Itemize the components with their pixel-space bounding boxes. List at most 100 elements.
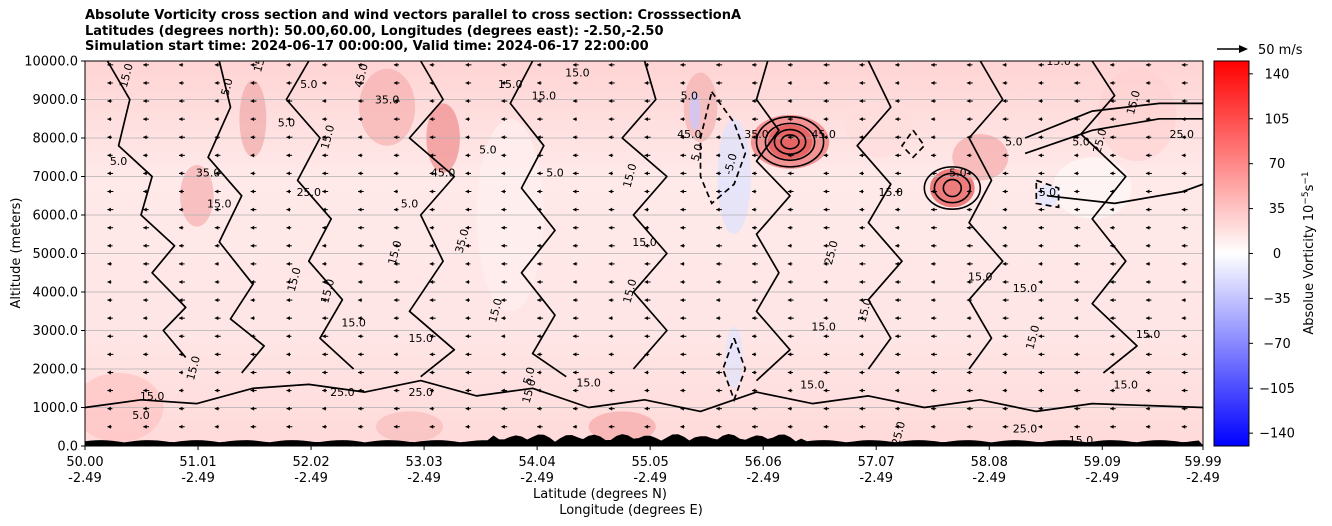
x-tick-label-lon: -2.49: [68, 471, 102, 486]
wind-vector-arrowhead-icon: [501, 62, 505, 67]
wind-vector-arrowhead-icon: [250, 334, 255, 339]
wind-vector-arrowhead-icon: [501, 406, 505, 411]
wind-vector-arrowhead-icon: [1145, 424, 1150, 429]
wind-vector-arrowhead-icon: [751, 370, 756, 375]
wind-vector-arrowhead-icon: [1002, 207, 1007, 212]
wind-vector-arrowhead-icon: [214, 135, 219, 140]
contour-line-negative: [721, 337, 747, 403]
wind-vector-arrowhead-icon: [751, 80, 756, 85]
wind-vector-arrowhead-icon: [859, 99, 863, 104]
wind-vector-arrowhead-icon: [966, 117, 971, 122]
contour-label: 15.0: [1136, 328, 1161, 341]
wind-vector-arrowhead-icon: [393, 62, 398, 67]
wind-vector-arrowhead-icon: [1110, 424, 1114, 429]
contour-line: [780, 134, 800, 150]
contour-label: 15.0: [1069, 434, 1094, 447]
wind-vector-arrowhead-icon: [537, 225, 541, 230]
y-tick-label: 9000.0: [33, 93, 79, 108]
y-axis-label: Altitude (meters): [9, 198, 24, 309]
contour-label: 45.0: [431, 167, 456, 180]
wind-vector-arrowhead-icon: [250, 135, 255, 140]
wind-vector-arrowhead-icon: [143, 80, 147, 85]
wind-vector-arrowhead-icon: [179, 424, 183, 429]
contour-label: 15.0: [800, 378, 825, 391]
wind-vector-arrowhead-icon: [1074, 62, 1078, 67]
wind-vector-arrowhead-icon: [1110, 189, 1114, 194]
quiver-key: 50 m/s: [1217, 43, 1303, 58]
wind-vector-arrowhead-icon: [465, 316, 470, 321]
wind-vector-arrowhead-icon: [644, 189, 649, 194]
contour-line: [1024, 102, 1203, 139]
wind-vector-arrowhead-icon: [823, 153, 828, 158]
wind-vector-arrowhead-icon: [501, 279, 505, 284]
wind-vector-arrowhead-icon: [1181, 424, 1186, 429]
wind-vector-arrowhead-icon: [322, 334, 326, 339]
contour-label: 15.0: [408, 332, 433, 345]
wind-vector-arrowhead-icon: [608, 171, 613, 176]
wind-vector-arrowhead-icon: [537, 80, 541, 85]
wind-vector-arrowhead-icon: [1002, 352, 1007, 357]
wind-vector-arrowhead-icon: [966, 279, 971, 284]
wind-vector-arrowhead-icon: [751, 135, 756, 140]
wind-vector-arrowhead-icon: [895, 99, 899, 104]
wind-vector-arrowhead-icon: [250, 370, 255, 375]
wind-vector-arrowhead-icon: [572, 153, 577, 158]
vorticity-patch: [689, 91, 701, 131]
wind-vector-arrowhead-icon: [429, 261, 434, 266]
wind-vector-arrowhead-icon: [895, 117, 899, 122]
wind-vector-arrowhead-icon: [680, 117, 684, 122]
wind-vector-arrowhead-icon: [1110, 316, 1114, 321]
wind-vector-arrowhead-icon: [572, 62, 577, 67]
wind-vector-arrowhead-icon: [1002, 298, 1007, 303]
wind-vector-arrowhead-icon: [859, 225, 863, 230]
wind-vector-arrowhead-icon: [1002, 279, 1007, 284]
wind-vector-arrowhead-icon: [107, 388, 111, 393]
wind-vector-arrowhead-icon: [429, 225, 434, 230]
wind-vector-arrowhead-icon: [1145, 153, 1150, 158]
wind-vector-arrowhead-icon: [179, 261, 183, 266]
wind-vector-arrowhead-icon: [644, 388, 649, 393]
contour-label: 15.0: [408, 51, 433, 64]
wind-vector-arrowhead-icon: [322, 99, 326, 104]
wind-vector-arrowhead-icon: [1110, 388, 1114, 393]
wind-vector-arrowhead-icon: [107, 117, 111, 122]
wind-vector-arrowhead-icon: [751, 352, 756, 357]
wind-vector-arrowhead-icon: [608, 117, 613, 122]
wind-vector-arrowhead-icon: [895, 80, 899, 85]
vorticity-patch: [359, 68, 416, 146]
wind-vector-arrowhead-icon: [358, 298, 362, 303]
wind-vector-arrowhead-icon: [358, 189, 362, 194]
wind-vector-arrowhead-icon: [286, 298, 290, 303]
wind-vector-arrowhead-icon: [1002, 117, 1007, 122]
wind-vector-arrowhead-icon: [537, 171, 541, 176]
wind-vector-arrowhead-icon: [1074, 171, 1078, 176]
wind-vector-arrowhead-icon: [895, 316, 899, 321]
wind-vector-arrowhead-icon: [1038, 334, 1042, 339]
wind-vector-arrowhead-icon: [465, 243, 470, 248]
colorbar-tick-label: −70: [1263, 337, 1290, 352]
wind-vector-arrowhead-icon: [250, 261, 255, 266]
wind-vector-arrowhead-icon: [537, 424, 541, 429]
wind-vector-arrowhead-icon: [501, 225, 505, 230]
wind-vector-arrowhead-icon: [179, 153, 183, 158]
y-tick-label: 5000.0: [33, 247, 79, 262]
wind-vector-arrowhead-icon: [1110, 279, 1114, 284]
wind-vector-arrowhead-icon: [787, 80, 792, 85]
wind-vector-arrowhead-icon: [465, 80, 470, 85]
contour-label: 25.0: [666, 51, 691, 64]
wind-vector-arrowhead-icon: [358, 279, 362, 284]
wind-vector-arrowhead-icon: [1002, 171, 1007, 176]
wind-vector-arrowhead-icon: [787, 243, 792, 248]
wind-vector-arrowhead-icon: [895, 135, 899, 140]
wind-vector-arrowhead-icon: [859, 298, 863, 303]
wind-vector-arrowhead-icon: [608, 189, 613, 194]
wind-vector-arrowhead-icon: [966, 99, 971, 104]
contour-label: 45.0: [352, 62, 371, 89]
contour-line: [856, 61, 903, 370]
wind-vector-arrowhead-icon: [143, 171, 147, 176]
wind-vector-arrowhead-icon: [250, 117, 255, 122]
wind-vector-arrowhead-icon: [393, 298, 398, 303]
wind-vector-arrowhead-icon: [1110, 171, 1114, 176]
x-tick-label-lat: 54.04: [519, 455, 556, 470]
wind-vector-arrowhead-icon: [501, 388, 505, 393]
